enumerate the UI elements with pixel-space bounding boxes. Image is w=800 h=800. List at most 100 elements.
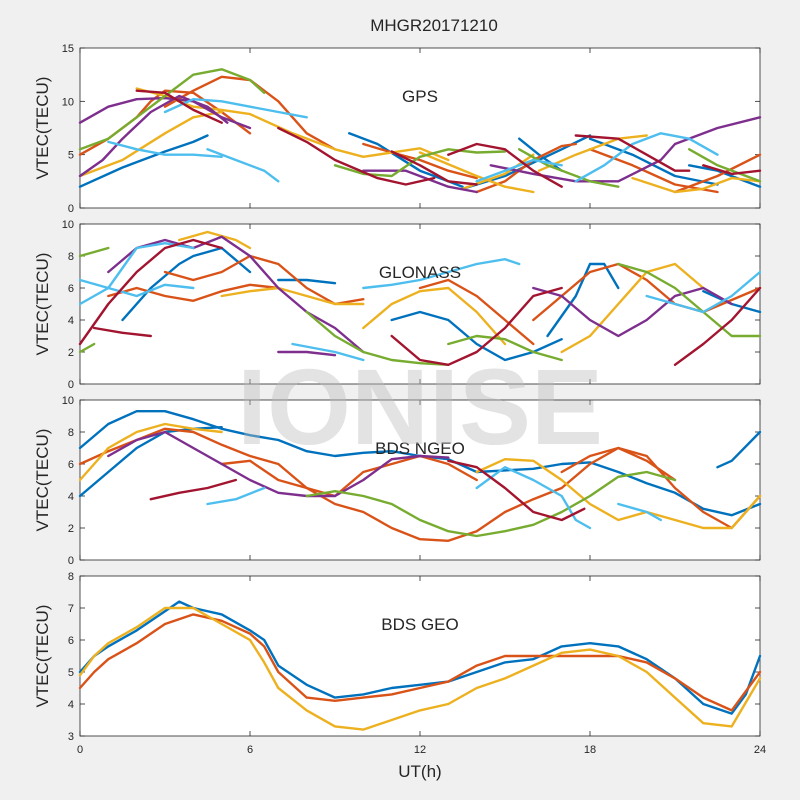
plot-area (79, 223, 761, 385)
series-line (390, 150, 478, 186)
series-line (418, 278, 535, 346)
y-tick-label: 8 (68, 427, 74, 439)
x-tick-labels: 0 6 12 18 24 (77, 744, 766, 756)
series-lines (78, 230, 762, 366)
y-tick-label: 15 (62, 43, 74, 55)
series-line (277, 350, 337, 357)
series-line (305, 310, 450, 366)
series-line (560, 262, 705, 354)
series-line (78, 606, 762, 731)
series-line (107, 430, 450, 498)
series-line (78, 283, 195, 306)
series-lines (78, 410, 762, 542)
y-tick-label: 5 (68, 667, 74, 679)
subplot-bds-geo: 3 4 5 6 7 8 BDS GEO VTEC(TECU) (33, 571, 762, 743)
series-line (702, 164, 762, 176)
panel-label: BDS GEO (381, 615, 458, 634)
series-line (78, 613, 762, 712)
subplot-bds-ngeo: 0 2 4 6 8 10 BDS NGEO VTEC(TECU) (33, 395, 762, 567)
series-line (673, 153, 762, 194)
y-tick-label: 2 (68, 347, 74, 359)
y-tick-label: 7 (68, 603, 74, 615)
series-line (574, 132, 719, 183)
x-tick-marks (79, 224, 761, 384)
x-axis-label: UT(h) (398, 762, 441, 781)
series-line (716, 430, 762, 469)
series-line (617, 262, 762, 338)
series-lines (78, 600, 762, 731)
y-tick-label: 10 (62, 395, 74, 407)
series-line (518, 148, 620, 188)
y-tick-label: 8 (68, 251, 74, 263)
x-tick-label: 6 (247, 744, 253, 756)
series-lines (78, 68, 762, 194)
series-line (78, 600, 762, 715)
y-axis-label: VTEC(TECU) (33, 77, 52, 180)
series-line (78, 134, 209, 188)
y-tick-label: 0 (68, 555, 74, 567)
series-line (149, 478, 237, 501)
series-line (390, 286, 563, 366)
panel-label: GLONASS (379, 263, 461, 282)
series-line (163, 254, 365, 306)
x-tick-marks (79, 576, 761, 736)
series-line (107, 235, 365, 354)
series-line (78, 238, 223, 346)
series-line (78, 68, 266, 151)
x-tick-marks (79, 48, 761, 208)
plot-area (79, 399, 761, 561)
y-tick-label: 8 (68, 571, 74, 583)
y-tick-label: 10 (62, 219, 74, 231)
series-line (206, 148, 280, 183)
x-tick-label: 24 (754, 744, 766, 756)
y-axis-label: VTEC(TECU) (33, 253, 52, 356)
plot-area (79, 575, 761, 737)
series-line (362, 258, 521, 290)
series-line (532, 286, 733, 338)
panel-label: GPS (402, 87, 438, 106)
series-line (362, 286, 507, 346)
figure-title: MHGR20171210 (370, 16, 498, 35)
y-tick-label: 6 (68, 459, 74, 471)
series-line (107, 140, 223, 158)
series-line (617, 502, 662, 522)
y-tick-label: 3 (68, 731, 74, 743)
series-line (362, 142, 478, 180)
series-line (588, 148, 719, 194)
series-line (163, 98, 308, 119)
series-line (78, 422, 223, 482)
y-tick-label: 6 (68, 283, 74, 295)
watermark: IONISE (237, 346, 603, 467)
series-line (333, 148, 507, 178)
y-tick-label: 10 (62, 96, 74, 108)
x-tick-label: 18 (584, 744, 596, 756)
series-line (546, 262, 620, 338)
series-line (348, 132, 464, 188)
series-line (475, 466, 592, 530)
series-line (631, 176, 762, 194)
subplot-gps: 0 5 10 15 GPS VTEC(TECU) (33, 43, 762, 215)
series-line (291, 342, 365, 362)
y-tick-label: 0 (68, 379, 74, 391)
x-tick-marks (79, 400, 761, 560)
y-axis-label: VTEC(TECU) (33, 605, 52, 708)
series-line (107, 283, 280, 302)
y-tick-label: 2 (68, 523, 74, 535)
series-line (220, 454, 478, 498)
y-tick-labels: 0 2 4 6 8 10 (62, 395, 760, 567)
series-line (537, 134, 648, 172)
series-line (673, 286, 762, 366)
series-line (78, 342, 96, 354)
subplot-glonass: 0 2 4 6 8 10 GLONASS VTEC(TECU) (33, 219, 762, 391)
series-line (588, 137, 719, 186)
plot-area (79, 47, 761, 209)
series-line (574, 134, 691, 172)
x-tick-label: 12 (414, 744, 426, 756)
y-axis-label: VTEC(TECU) (33, 429, 52, 532)
series-line (206, 486, 266, 506)
series-line (93, 326, 152, 338)
series-line (475, 458, 762, 530)
series-line (688, 148, 762, 183)
series-line (78, 246, 110, 258)
